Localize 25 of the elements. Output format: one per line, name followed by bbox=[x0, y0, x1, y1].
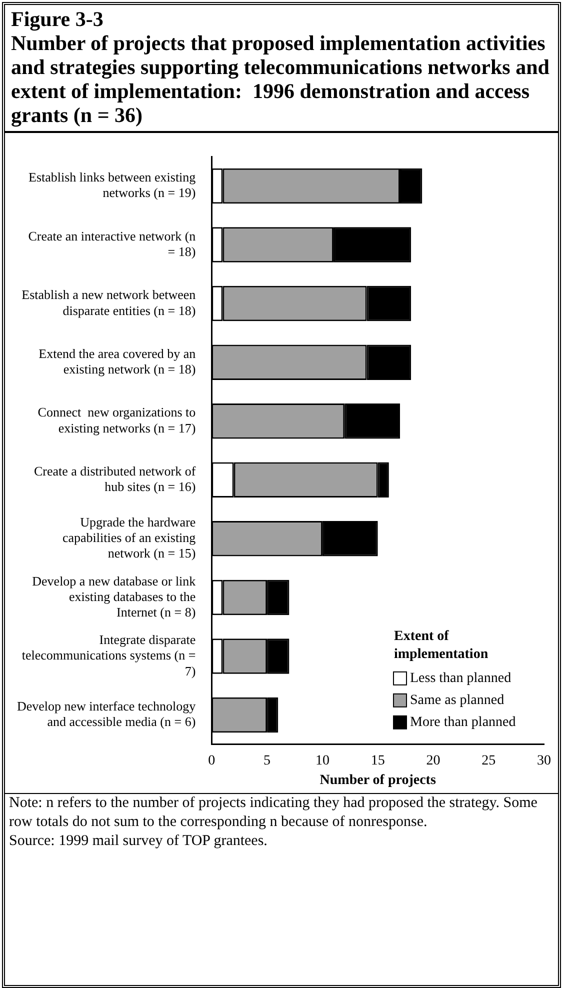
x-tick-label: 0 bbox=[208, 753, 216, 768]
x-tick-label: 15 bbox=[370, 753, 385, 768]
x-tick-label: 25 bbox=[482, 753, 496, 768]
y-tick-label: Create an interactive network (n = 18) bbox=[28, 228, 196, 259]
legend-title: Extent of implementation bbox=[394, 629, 488, 662]
y-tick-label: Extend the area covered by an existing network (n = 18) bbox=[38, 346, 196, 377]
y-tick-label: Create a distributed network of hub sites (n = 16) bbox=[34, 464, 196, 494]
legend-label: Same as planned bbox=[410, 693, 504, 708]
source-note: Source: 1999 mail survey of TOP grantees. bbox=[9, 832, 268, 851]
y-tick-label: Develop new interface technology and accessible media (n = 6) bbox=[16, 698, 196, 730]
y-tick-label: Upgrade the hardware capabilities of an existing network (n = 15) bbox=[62, 514, 196, 561]
x-tick-label: 10 bbox=[315, 753, 330, 768]
y-tick-label: Connect new organizations to existing networks (n = 17) bbox=[38, 404, 196, 436]
legend-label: More than planned bbox=[410, 715, 516, 730]
chart-title: Figure 3-3 Number of projects that proposed implementation activities and strategies supporting telecommunications networks and extent of implementation: 1996 demonstration and access grants (n = 36) bbox=[5, 5, 558, 133]
x-axis-title: Number of projects bbox=[320, 773, 436, 788]
y-tick-label: Integrate disparate telecommunications systems (n = 7) bbox=[22, 632, 196, 678]
x-tick-label: 30 bbox=[537, 753, 551, 768]
y-tick-label: Establish a new network between disparate entities (n = 18) bbox=[22, 287, 196, 318]
x-tick-label: 5 bbox=[264, 753, 271, 768]
y-tick-label: Establish links between existing networks (n = 19) bbox=[28, 170, 196, 200]
x-tick-label: 20 bbox=[426, 753, 440, 768]
text: Note: n refers to the number of projects indicating they had proposed the strategy. Some row totals do not sum to the corresponding n because of nonresponse. bbox=[9, 794, 538, 832]
legend-label: Less than planned bbox=[410, 671, 512, 686]
y-tick-label: Develop a new database or link existing databases to the Internet (n = 8) bbox=[32, 573, 196, 620]
